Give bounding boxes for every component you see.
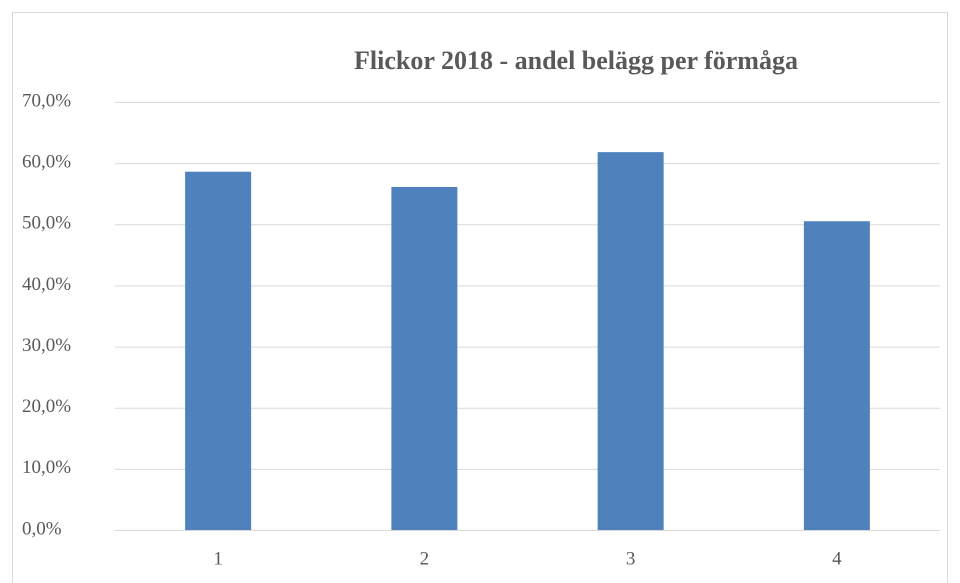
y-tick-label: 50,0%: [22, 213, 71, 234]
bar: [803, 221, 870, 530]
x-tick-label: 1: [213, 548, 223, 569]
x-tick-label: 4: [832, 548, 842, 569]
bar: [185, 171, 252, 530]
y-tick-label: 30,0%: [22, 335, 71, 356]
chart-title: Flickor 2018 - andel belägg per förmåga: [354, 46, 798, 75]
bar: [597, 152, 664, 530]
y-tick-label: 70,0%: [22, 90, 71, 111]
chart-border: [12, 12, 948, 583]
y-tick-label: 60,0%: [22, 152, 71, 173]
y-tick-label: 10,0%: [22, 457, 71, 478]
y-tick-label: 20,0%: [22, 396, 71, 417]
bar: [391, 186, 458, 530]
x-tick-label: 2: [420, 548, 430, 569]
y-tick-label: 0,0%: [22, 518, 62, 539]
x-tick-label: 3: [626, 548, 636, 569]
y-tick-label: 40,0%: [22, 274, 71, 295]
